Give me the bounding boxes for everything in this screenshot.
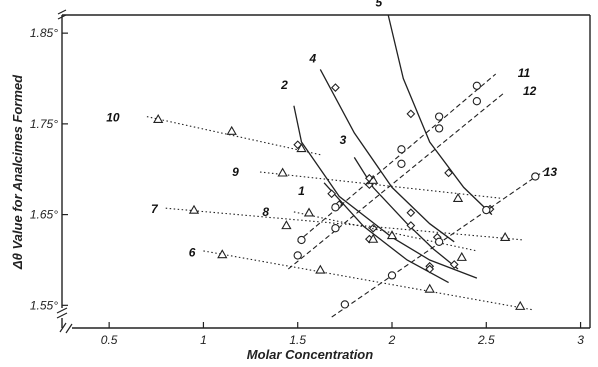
- data-point-7: [188, 204, 200, 214]
- data-point-13: [531, 172, 540, 181]
- data-point-3: [449, 260, 459, 269]
- series-label-3: 3: [340, 133, 347, 147]
- series-label-5: 5: [375, 0, 382, 9]
- series-label-9: 9: [232, 165, 239, 179]
- data-point-12: [434, 124, 444, 133]
- data-point-2: [425, 264, 435, 274]
- series-label-13: 13: [544, 165, 558, 179]
- series-line-4: [319, 69, 455, 243]
- data-point-4: [331, 83, 340, 92]
- data-point-4: [406, 208, 416, 218]
- series-6: [203, 249, 534, 311]
- series-line-3: [353, 157, 459, 270]
- x-tick-label: 2: [388, 333, 396, 347]
- series-9: [259, 167, 502, 202]
- data-point-6: [315, 264, 326, 274]
- series-4: [319, 69, 455, 243]
- series-13: [331, 168, 547, 318]
- data-point-5: [406, 109, 416, 119]
- series-label-8: 8: [262, 205, 269, 219]
- y-tick-label: 1.75°: [30, 117, 58, 131]
- data-point-12: [293, 251, 302, 260]
- data-point-8: [367, 233, 379, 243]
- series-line-11: [297, 73, 497, 243]
- data-point-10: [226, 125, 237, 135]
- series-label-12: 12: [523, 84, 537, 98]
- data-point-11: [434, 112, 444, 121]
- data-point-1: [327, 189, 337, 199]
- y-axis-label: Δθ Value for Analcimes Formed: [10, 74, 25, 270]
- data-point-12: [472, 97, 482, 106]
- x-tick-label: 1: [200, 333, 207, 347]
- series-label-10: 10: [106, 111, 120, 125]
- x-tick-label: 2.5: [477, 333, 495, 347]
- data-point-13: [482, 205, 491, 215]
- series-line-12: [287, 91, 506, 270]
- series-label-7: 7: [151, 202, 159, 216]
- data-point-3: [406, 221, 416, 230]
- data-point-2: [368, 223, 378, 233]
- plot-frame: [56, 9, 591, 334]
- x-axis-label: Molar Concentration: [247, 347, 373, 362]
- data-point-10: [153, 114, 164, 124]
- series-layer: [146, 14, 547, 318]
- x-tick-label: 1.5: [289, 333, 306, 347]
- data-point-6: [424, 283, 435, 293]
- data-point-13: [340, 300, 350, 309]
- data-point-12: [397, 159, 406, 168]
- series-2: [293, 105, 478, 279]
- series-7: [165, 204, 525, 241]
- data-point-7: [499, 231, 511, 241]
- x-tick-label: 0.5: [101, 333, 118, 347]
- series-11: [297, 73, 497, 245]
- series-8: [293, 207, 478, 261]
- data-point-7: [386, 230, 398, 240]
- data-point-13: [434, 237, 444, 246]
- data-point-8: [456, 251, 467, 261]
- data-point-5: [444, 168, 453, 178]
- data-point-11: [397, 145, 406, 154]
- series-label-4: 4: [308, 52, 316, 66]
- data-point-11: [297, 235, 306, 245]
- data-point-10: [296, 143, 307, 153]
- data-point-6: [217, 249, 228, 259]
- series-line-9: [259, 171, 502, 199]
- series-12: [287, 91, 506, 270]
- series-line-2: [293, 105, 478, 279]
- data-point-12: [331, 224, 340, 233]
- data-point-7: [281, 220, 292, 230]
- data-point-11: [472, 81, 482, 90]
- series-10: [146, 114, 321, 156]
- y-tick-label: 1.55°: [30, 298, 58, 312]
- x-tick-label: 3: [577, 333, 584, 347]
- series-line-10: [146, 116, 321, 156]
- data-point-9: [452, 192, 464, 202]
- y-tick-label: 1.65°: [30, 208, 58, 222]
- axis-ticks: 0.5 1 1.5 2 2.5 3 1.55° 1.65° 1.75° 1.85°: [30, 26, 584, 347]
- data-point-11: [331, 203, 340, 212]
- series-label-6: 6: [189, 246, 196, 260]
- series-line-7: [165, 207, 525, 241]
- series-label-11: 11: [518, 66, 531, 80]
- data-point-6: [515, 300, 526, 310]
- data-point-9: [277, 167, 288, 177]
- series-3: [353, 157, 459, 270]
- data-point-8: [303, 207, 315, 217]
- series-label-2: 2: [280, 78, 288, 92]
- series-label-1: 1: [298, 184, 305, 198]
- data-point-13: [387, 271, 397, 280]
- series-line-6: [203, 250, 534, 311]
- y-tick-label: 1.85°: [30, 26, 58, 40]
- series-line-5: [387, 14, 493, 216]
